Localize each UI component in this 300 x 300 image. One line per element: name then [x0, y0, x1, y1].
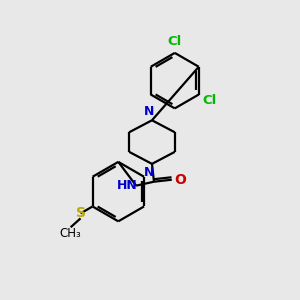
Text: CH₃: CH₃: [60, 227, 82, 240]
Text: Cl: Cl: [168, 34, 182, 47]
Text: Cl: Cl: [202, 94, 216, 107]
Text: HN: HN: [117, 179, 138, 192]
Text: O: O: [174, 173, 186, 187]
Text: S: S: [76, 206, 85, 220]
Text: N: N: [144, 105, 154, 118]
Text: N: N: [144, 166, 154, 179]
